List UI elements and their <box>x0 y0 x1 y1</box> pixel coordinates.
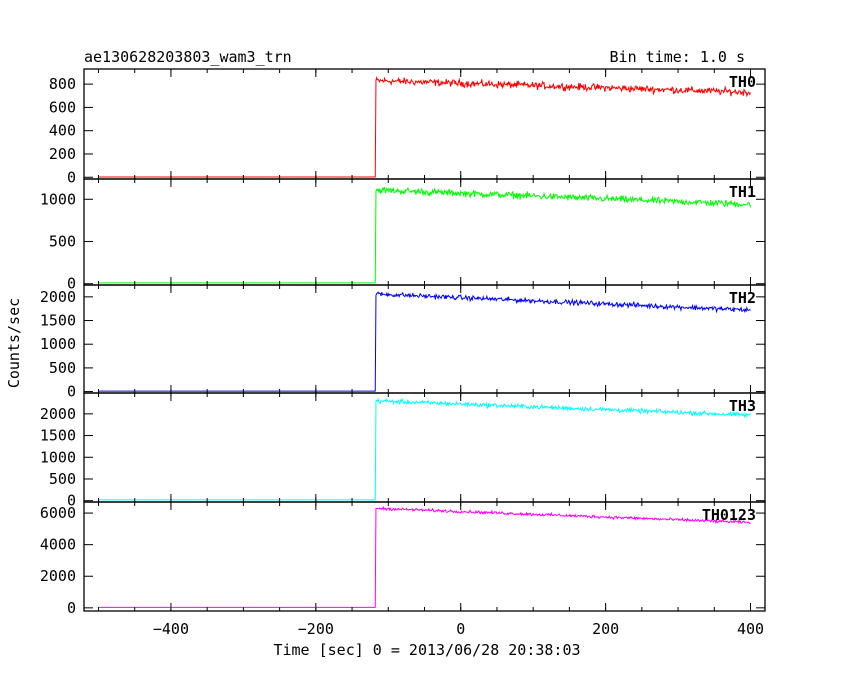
y-tick-label: 2000 <box>40 288 76 306</box>
series-label-th1: TH1 <box>729 183 756 201</box>
y-tick-label: 2000 <box>40 405 76 423</box>
bin-time-label: Bin time: 1.0 s <box>610 48 745 66</box>
y-tick-label: 200 <box>49 145 76 163</box>
panel-frame <box>83 68 766 180</box>
y-tick-label: 400 <box>49 122 76 140</box>
y-tick-label: 0 <box>67 599 76 617</box>
x-tick-label: −200 <box>298 620 334 638</box>
y-tick-label: 1000 <box>40 335 76 353</box>
y-tick-label: 0 <box>67 492 76 510</box>
panel-th2: 0 500 1000 1500 2000 TH2 <box>40 284 766 401</box>
y-tick-label: 0 <box>67 168 76 186</box>
series-label-th0: TH0 <box>729 73 756 91</box>
y-tick-label: 1500 <box>40 427 76 445</box>
y-axis-label: Counts/sec <box>5 298 23 388</box>
series-label-th0123: TH0123 <box>702 506 756 524</box>
x-tick-label: 0 <box>456 620 465 638</box>
x-tick-label: 200 <box>592 620 619 638</box>
series-label-th2: TH2 <box>729 289 756 307</box>
y-tick-label: 1500 <box>40 312 76 330</box>
y-tick-label: 600 <box>49 98 76 116</box>
panel-th3: 0 500 1000 1500 2000 TH3 <box>40 392 766 510</box>
y-tick-label: 800 <box>49 75 76 93</box>
panel-frame <box>83 392 766 503</box>
y-tick-label: 6000 <box>40 504 76 522</box>
panel-th0123: 0 2000 4000 6000 TH0123 <box>40 501 766 617</box>
x-axis-label: Time [sec] 0 = 2013/06/28 20:38:03 <box>273 641 580 659</box>
y-tick-label: 0 <box>67 383 76 401</box>
panel-frame <box>83 284 766 394</box>
x-tick-labels: −400 −200 0 200 400 <box>153 620 764 638</box>
panels-group: 0 200 400 600 800 TH0 0 500 1000 TH1 0 500 1000 1500 2… <box>40 68 766 617</box>
series-line-th2 <box>98 291 751 392</box>
series-line-th0 <box>98 76 751 178</box>
y-tick-label: 1000 <box>40 448 76 466</box>
panel-th0: 0 200 400 600 800 TH0 <box>49 68 766 186</box>
x-tick-label: 400 <box>737 620 764 638</box>
panel-frame <box>83 178 766 286</box>
series-label-th3: TH3 <box>729 397 756 415</box>
series-line-th1 <box>98 186 751 284</box>
series-line-th3 <box>98 397 751 501</box>
series-line-th0123 <box>98 505 751 608</box>
y-tick-label: 500 <box>49 470 76 488</box>
y-tick-label: 2000 <box>40 567 76 585</box>
y-tick-label: 4000 <box>40 536 76 554</box>
panel-th1: 0 500 1000 TH1 <box>40 178 766 293</box>
x-tick-label: −400 <box>153 620 189 638</box>
y-tick-label: 0 <box>67 275 76 293</box>
y-tick-label: 500 <box>49 233 76 251</box>
y-tick-label: 1000 <box>40 190 76 208</box>
chart-title: ae130628203803_wam3_trn <box>84 48 292 66</box>
y-tick-label: 500 <box>49 359 76 377</box>
